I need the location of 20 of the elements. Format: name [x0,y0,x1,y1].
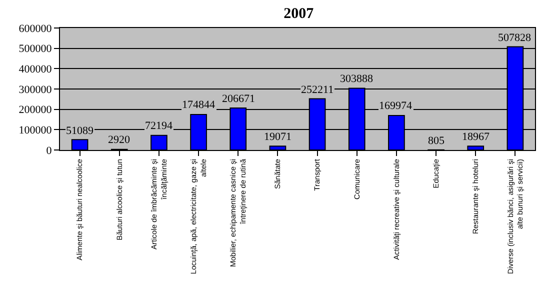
data-label: 169974 [379,100,412,112]
chart-title: 2007 [284,6,314,22]
y-tick-label: 0 [46,144,52,157]
data-label: 507828 [498,32,532,44]
data-label: 19071 [264,131,292,143]
data-label: 2920 [108,134,130,146]
data-label: 174844 [182,99,216,111]
y-tick-label: 600000 [18,22,52,35]
data-label: 51089 [66,125,94,137]
y-tick-label: 400000 [18,64,52,76]
data-label: 206671 [222,93,255,105]
y-tick-label: 200000 [18,104,52,116]
data-label: 303888 [340,73,374,85]
data-label: 805 [428,135,445,147]
y-tick-label: 500000 [18,43,52,56]
data-label: 18967 [462,131,490,143]
y-tick-label: 300000 [18,84,52,96]
data-label: 72194 [145,120,173,132]
y-tick-label: 100000 [18,124,52,137]
data-label: 252211 [301,84,334,96]
